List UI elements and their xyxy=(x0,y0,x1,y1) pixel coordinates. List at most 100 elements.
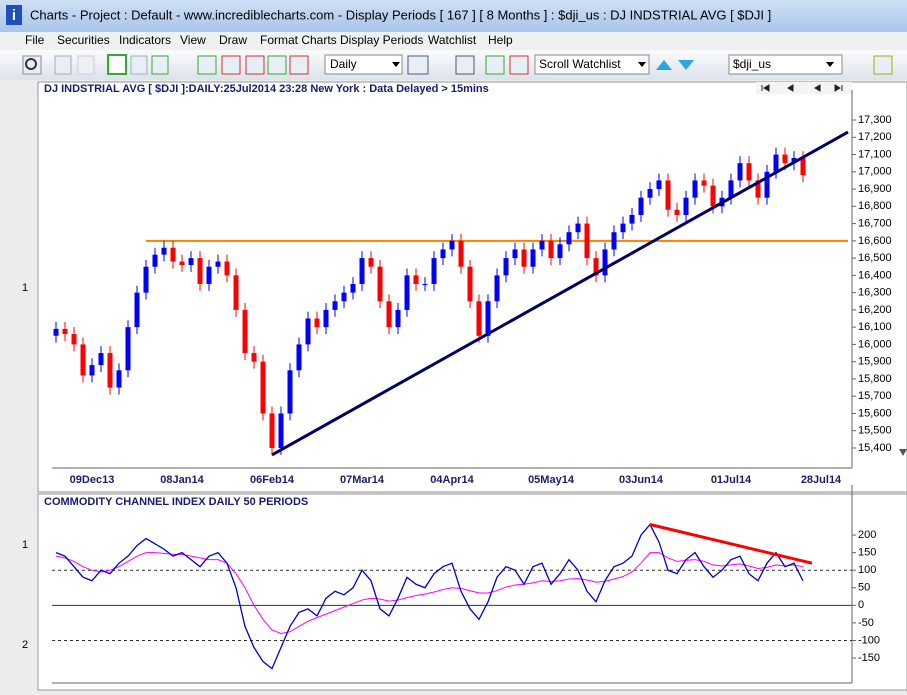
remove-watchlist-button[interactable] xyxy=(509,55,529,75)
candle-body xyxy=(557,244,563,259)
navigation-arrows[interactable] xyxy=(761,84,843,92)
menu-item[interactable]: Securities xyxy=(57,33,110,47)
security-value: $dji_us xyxy=(733,57,771,71)
candle-body xyxy=(224,261,230,276)
scroll-up-button[interactable] xyxy=(656,60,672,70)
candle-body xyxy=(530,249,536,267)
info-button[interactable] xyxy=(130,55,148,75)
candle-body xyxy=(476,301,482,336)
scroll-down-button[interactable] xyxy=(678,60,694,70)
y-tick-label: 15,900 xyxy=(858,356,892,368)
candle-body xyxy=(503,258,509,276)
log-button[interactable] xyxy=(407,55,429,75)
candle-body xyxy=(593,258,599,276)
find-button[interactable] xyxy=(455,55,475,75)
candle-body xyxy=(242,309,248,354)
crosshair-button[interactable] xyxy=(107,54,127,75)
candle-body xyxy=(773,154,779,172)
candle-body xyxy=(152,254,158,267)
candle-body xyxy=(134,292,140,328)
candle-body xyxy=(188,258,194,266)
equivolume-button[interactable] xyxy=(267,55,287,75)
period-value: Daily xyxy=(330,57,357,71)
chart-caption: COMMODITY CHANNEL INDEX DAILY 50 PERIODS xyxy=(44,496,308,508)
navigation-bar xyxy=(756,82,852,94)
candle-body xyxy=(440,249,446,259)
trend-line xyxy=(271,130,849,457)
candle-body xyxy=(350,284,356,293)
candle-body xyxy=(665,180,671,210)
menu-item[interactable]: Help xyxy=(488,33,513,47)
menu-item[interactable]: File xyxy=(25,33,45,47)
candle-body xyxy=(341,292,347,302)
menu-item[interactable]: View xyxy=(180,33,206,47)
y-tick-label: 16,500 xyxy=(858,252,892,264)
candle-button[interactable] xyxy=(245,55,265,75)
indicator-line xyxy=(55,523,804,670)
candle-body xyxy=(287,370,293,414)
y-tick-label: 15,600 xyxy=(858,407,892,419)
candle-body xyxy=(80,344,86,376)
candle-body xyxy=(269,413,275,448)
candle-body xyxy=(746,163,752,181)
x-tick-label: 04Apr14 xyxy=(430,474,474,486)
candle-body xyxy=(98,353,104,366)
menu-item[interactable]: Indicators xyxy=(119,33,171,47)
security-dropdown[interactable] xyxy=(728,54,843,75)
pnf-button[interactable] xyxy=(289,55,309,75)
menu-item[interactable]: Draw xyxy=(219,33,247,47)
menu-item[interactable]: Watchlist xyxy=(428,33,477,47)
layout-button[interactable] xyxy=(151,55,169,75)
candle-body xyxy=(197,258,203,284)
candle-body xyxy=(422,284,428,285)
menu-item[interactable]: Format Charts xyxy=(260,33,337,47)
y-tick-label: 17,200 xyxy=(858,131,892,143)
candle-body xyxy=(764,171,770,198)
indicator-line xyxy=(55,552,804,634)
chart-caption: DJ INDSTRIAL AVG [ $DJI ]:DAILY:25Jul201… xyxy=(44,83,489,95)
zoom-icon xyxy=(25,58,37,70)
y-tick-label: 17,000 xyxy=(858,166,892,178)
candle-body xyxy=(692,180,698,198)
candle-body xyxy=(125,327,131,371)
candle-body xyxy=(71,334,77,345)
y-tick-label: 16,900 xyxy=(858,183,892,195)
candle-body xyxy=(710,185,716,207)
y-tick-label: 100 xyxy=(858,564,876,576)
settings-button[interactable] xyxy=(873,55,893,75)
candle-body xyxy=(449,240,455,250)
candle-body xyxy=(179,261,185,266)
y-tick-label: 15,400 xyxy=(858,442,892,454)
candle-body xyxy=(359,258,365,284)
candle-body xyxy=(512,249,518,259)
candle-body xyxy=(566,232,572,245)
candle-body xyxy=(620,223,626,233)
candle-body xyxy=(53,328,59,336)
add-watchlist-button[interactable] xyxy=(485,55,505,75)
watchlist-dropdown[interactable] xyxy=(534,54,650,75)
undo-button[interactable] xyxy=(54,55,72,75)
y-tick-label: 17,100 xyxy=(858,148,892,160)
candle-body xyxy=(233,275,239,310)
candle-body xyxy=(413,275,419,284)
scroll-arrow[interactable] xyxy=(899,449,907,456)
candle-body xyxy=(539,240,545,250)
x-tick-label: 28Jul14 xyxy=(801,474,842,486)
period-dropdown[interactable] xyxy=(324,54,403,75)
app-icon-glyph: i xyxy=(12,7,16,24)
y-tick-label: 16,300 xyxy=(858,287,892,299)
y-tick-label: 16,400 xyxy=(858,269,892,281)
candle-body xyxy=(701,180,707,186)
y-tick-label: 16,200 xyxy=(858,304,892,316)
candle-body xyxy=(458,240,464,267)
panel-marker: 1 xyxy=(22,282,28,294)
candle-body xyxy=(404,275,410,310)
x-tick-label: 01Jul14 xyxy=(711,474,752,486)
line-chart-button[interactable] xyxy=(197,55,217,75)
menu-item[interactable]: Display Periods xyxy=(340,33,423,47)
redo-button[interactable] xyxy=(77,55,95,75)
candle-body xyxy=(161,247,167,255)
candle-body xyxy=(107,353,113,388)
candle-body xyxy=(584,223,590,259)
bar-chart-button[interactable] xyxy=(221,55,241,75)
